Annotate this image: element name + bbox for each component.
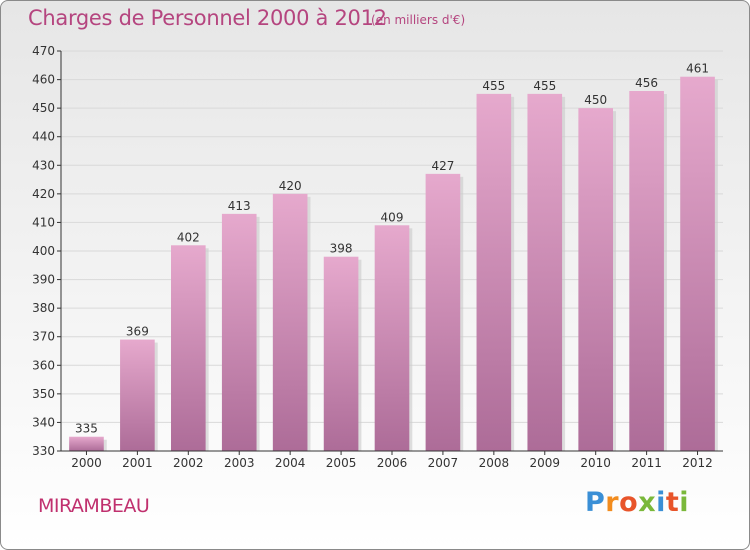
- y-tick-label: 340: [32, 415, 55, 429]
- logo-letter: i: [679, 487, 690, 518]
- y-tick-label: 330: [32, 444, 55, 458]
- y-tick-label: 470: [32, 44, 55, 58]
- logo-letter: t: [665, 487, 680, 518]
- y-tick-label: 390: [32, 273, 55, 287]
- bar: [425, 173, 461, 451]
- bars: [69, 76, 718, 452]
- data-label: 455: [533, 79, 556, 93]
- x-tick-label: 2006: [377, 456, 408, 470]
- x-tick-label: 2003: [224, 456, 255, 470]
- logo-letter: x: [638, 487, 657, 518]
- chart-subtitle: (en milliers d'€): [371, 13, 466, 27]
- data-label: 409: [381, 210, 404, 224]
- labels: 330 340 350 360 370 380 390 400 410 420 430 440 450 4…: [32, 44, 713, 470]
- x-tick-label: 2002: [173, 456, 204, 470]
- x-tick-label: 2010: [580, 456, 611, 470]
- x-tick-label: 2009: [529, 456, 560, 470]
- y-tick-label: 400: [32, 244, 55, 258]
- y-tick-label: 460: [32, 73, 55, 87]
- x-tick-label: 2012: [682, 456, 713, 470]
- data-label: 427: [431, 159, 454, 173]
- bar: [374, 225, 410, 451]
- y-tick-label: 410: [32, 215, 55, 229]
- logo-letter: r: [605, 487, 620, 518]
- data-label: 413: [228, 199, 251, 213]
- data-label: 450: [584, 93, 607, 107]
- bar: [680, 76, 715, 451]
- data-label: 402: [177, 230, 200, 244]
- proxiti-logo: Proxiti: [585, 487, 689, 518]
- y-tick-label: 380: [32, 301, 55, 315]
- data-label: 461: [686, 62, 709, 76]
- bar: [527, 93, 563, 451]
- y-tick-label: 430: [32, 158, 55, 172]
- bar: [221, 213, 257, 451]
- axes: [57, 50, 723, 455]
- logo-letter: P: [585, 487, 606, 518]
- bar: [69, 436, 104, 451]
- y-tick-label: 360: [32, 358, 55, 372]
- y-tick-label: 370: [32, 330, 55, 344]
- logo-letter: o: [619, 487, 639, 518]
- bar: [629, 91, 664, 451]
- x-tick-label: 2001: [122, 456, 153, 470]
- bar: [170, 245, 206, 451]
- bar: [323, 256, 359, 451]
- commune-name: MIRAMBEAU: [38, 495, 150, 517]
- data-label: 455: [482, 79, 505, 93]
- logo-letter: i: [656, 487, 666, 518]
- y-tick-label: 450: [32, 101, 55, 115]
- chart-title: Charges de Personnel 2000 à 2012: [28, 6, 387, 30]
- y-tick-label: 420: [32, 187, 55, 201]
- data-label: 398: [330, 242, 353, 256]
- bar: [272, 193, 308, 451]
- data-label: 456: [635, 76, 658, 90]
- bar: [476, 93, 512, 451]
- x-tick-label: 2008: [479, 456, 510, 470]
- x-tick-label: 2000: [71, 456, 102, 470]
- x-tick-label: 2007: [428, 456, 459, 470]
- x-tick-label: 2005: [326, 456, 357, 470]
- bar: [120, 339, 155, 451]
- data-label: 369: [126, 325, 149, 339]
- y-tick-label: 350: [32, 387, 55, 401]
- y-tick-label: 440: [32, 130, 55, 144]
- data-label: 335: [75, 422, 98, 436]
- bar: [578, 108, 614, 452]
- x-tick-label: 2004: [275, 456, 306, 470]
- data-label: 420: [279, 179, 302, 193]
- x-tick-label: 2011: [631, 456, 662, 470]
